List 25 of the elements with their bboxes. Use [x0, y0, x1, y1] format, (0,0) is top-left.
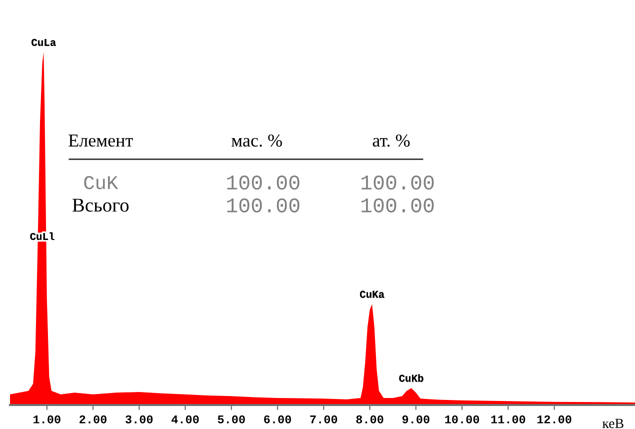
annotation: CuKb	[399, 374, 424, 382]
x-tick-label: 6.00	[264, 415, 292, 424]
x-tick-label: 3.00	[126, 415, 153, 424]
annotation: Елемент	[68, 134, 133, 147]
annotation: 100.00	[227, 198, 300, 212]
annotation: мас. %	[232, 134, 282, 147]
x-tick-label: 7.00	[310, 415, 338, 424]
x-tick-label: 5.00	[218, 415, 245, 424]
annotation: 100.00	[361, 175, 434, 190]
annotation: Всього	[72, 198, 129, 212]
x-axis-title: кеВ	[602, 418, 624, 428]
x-tick-label: 4.00	[172, 415, 199, 424]
annotation: CuLa	[32, 38, 56, 46]
annotation: 100.00	[361, 198, 434, 212]
x-tick-label: 9.00	[402, 415, 430, 424]
x-tick-label: 12.00	[537, 415, 572, 424]
annotation: 100.00	[227, 175, 300, 190]
annotation: CuKa	[360, 290, 384, 298]
x-tick-label: 2.00	[80, 415, 107, 424]
x-tick-label: 1.00	[34, 415, 60, 424]
annotation: ат. %	[372, 134, 410, 147]
x-tick-label: 11.00	[491, 415, 526, 424]
x-tick-label: 10.00	[445, 415, 480, 424]
annotation: CuK	[84, 176, 118, 190]
x-tick-label: 8.00	[356, 415, 384, 424]
